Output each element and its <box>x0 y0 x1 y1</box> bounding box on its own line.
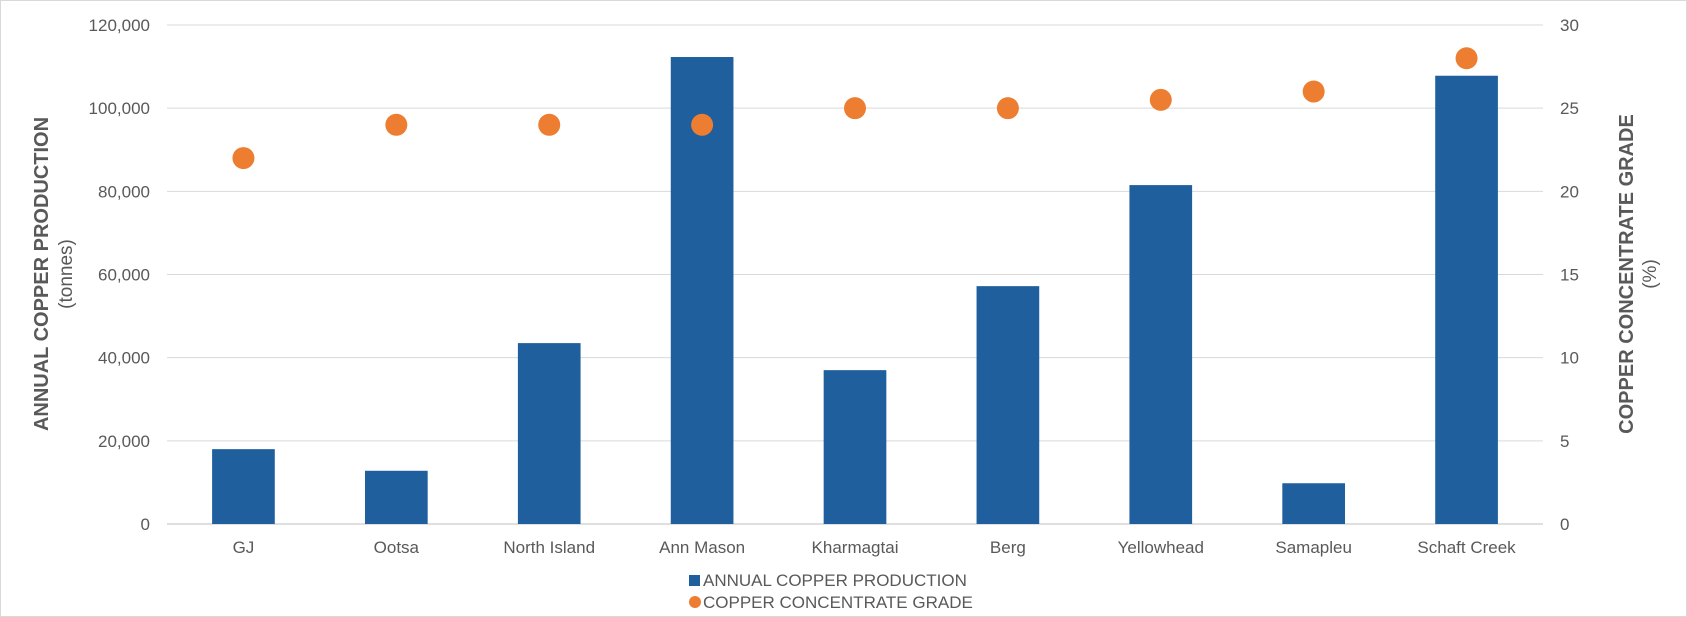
bar-gj <box>212 449 275 524</box>
point-ann-mason <box>691 113 714 136</box>
legend-bar-label: ANNUAL COPPER PRODUCTION <box>703 571 967 590</box>
right-tick-label: 5 <box>1560 432 1569 451</box>
bar-north-island <box>517 343 581 524</box>
right-axis-title: COPPER CONCENTRATE GRADE <box>1616 114 1638 434</box>
point-ootsa <box>385 113 408 136</box>
legend-dot-label: COPPER CONCENTRATE GRADE <box>703 593 973 612</box>
point-north-island <box>538 113 561 136</box>
right-tick-label: 15 <box>1560 266 1579 285</box>
right-axis-unit: (%) <box>1640 259 1661 289</box>
bars-layer <box>212 57 1498 525</box>
left-tick-label: 60,000 <box>98 266 150 285</box>
x-tick-label: Schaft Creek <box>1417 538 1516 557</box>
bar-schaft-creek <box>1435 75 1498 525</box>
bar-yellowhead <box>1129 185 1193 525</box>
legend-dot-swatch <box>689 596 701 608</box>
point-berg <box>996 97 1019 120</box>
point-kharmagtai <box>844 97 866 120</box>
point-schaft-creek <box>1455 47 1478 70</box>
left-axis-title: ANNUAL COPPER PRODUCTION <box>31 117 53 431</box>
left-tick-label: 100,000 <box>89 99 150 118</box>
right-tick-label: 30 <box>1560 16 1579 35</box>
right-tick-label: 20 <box>1560 182 1579 201</box>
ticks-layer: 0 20,000 40,000 60,000 80,000 100,000 120,000 0… <box>89 16 1579 557</box>
x-tick-label: Kharmagtai <box>812 538 899 557</box>
bar-kharmagtai <box>823 370 887 524</box>
point-yellowhead <box>1149 88 1172 111</box>
legend-bar-swatch <box>689 575 700 586</box>
x-tick-label: Ann Mason <box>659 538 745 557</box>
x-tick-label: Ootsa <box>374 538 420 557</box>
bar-ootsa <box>364 470 428 524</box>
left-tick-label: 20,000 <box>98 432 150 451</box>
x-tick-label: North Island <box>503 538 595 557</box>
legend: ANNUAL COPPER PRODUCTION COPPER CONCENTR… <box>689 571 973 612</box>
right-tick-label: 0 <box>1560 515 1569 534</box>
x-tick-label: Yellowhead <box>1118 538 1204 557</box>
point-gj <box>232 147 255 170</box>
left-tick-label: 80,000 <box>98 182 150 201</box>
x-tick-label: Berg <box>990 538 1026 557</box>
left-tick-label: 120,000 <box>89 16 150 35</box>
x-tick-label: Samapleu <box>1275 538 1352 557</box>
left-tick-label: 40,000 <box>98 349 150 368</box>
points-layer <box>232 47 1478 170</box>
right-tick-label: 10 <box>1560 349 1579 368</box>
x-tick-label: GJ <box>233 538 255 557</box>
point-samapleu <box>1302 80 1325 103</box>
left-tick-label: 0 <box>141 515 150 534</box>
bar-samapleu <box>1282 483 1346 524</box>
left-axis-unit: (tonnes) <box>56 239 77 309</box>
right-tick-label: 25 <box>1560 99 1579 118</box>
bar-berg <box>976 286 1040 524</box>
